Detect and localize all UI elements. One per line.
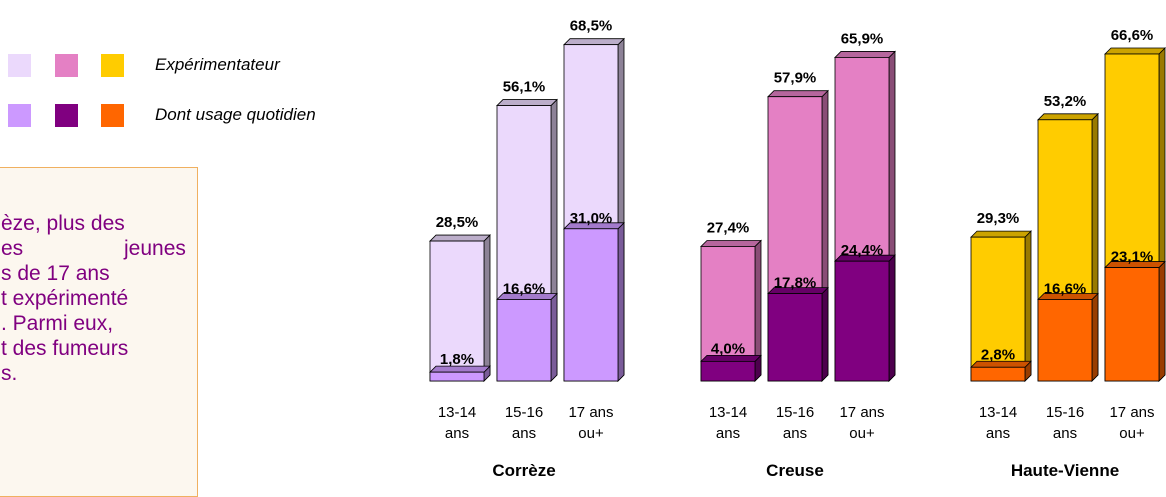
bar-daily-haute-vienne-3: [1104, 267, 1160, 382]
commentary-line-3: s de 17 ans: [1, 262, 110, 285]
label-exp-corr-ze-3: 68,5%: [570, 18, 613, 35]
bar-exp-haute-vienne-2-top: [1037, 113, 1099, 121]
bar-daily-creuse-3: [834, 260, 890, 382]
category-corr-ze-3-line1: 17 ans: [568, 404, 613, 421]
category-creuse-3-line1: 17 ans: [839, 404, 884, 421]
bar-exp-haute-vienne-1-top: [970, 230, 1032, 238]
category-haute-vienne-2-line1: 15-16: [1046, 404, 1084, 421]
category-creuse-1-line1: 13-14: [709, 404, 747, 421]
group-title-corr-ze: Corrèze: [492, 461, 555, 480]
label-daily-corr-ze-1: 1,8%: [440, 351, 474, 368]
bar-exp-corr-ze-1: [429, 240, 485, 382]
bar-daily-corr-ze-2-side: [550, 292, 558, 382]
bar-exp-creuse-3-top: [834, 51, 896, 58]
bar-daily-corr-ze-3-side: [617, 221, 625, 382]
label-daily-creuse-2: 17,8%: [774, 275, 817, 292]
legend-swatch-daily-correze: [8, 104, 31, 127]
category-corr-ze-3-line2: ou+: [578, 425, 604, 442]
commentary-line-2b: jeunes: [124, 237, 186, 260]
label-exp-creuse-2: 57,9%: [774, 70, 817, 87]
commentary-box: èze, plus des es jeunes s de 17 ans t ex…: [0, 167, 198, 497]
label-exp-creuse-3: 65,9%: [841, 30, 884, 47]
bar-daily-creuse-3-side: [888, 254, 896, 382]
legend-label-usage-quotidien: Dont usage quotidien: [155, 105, 316, 124]
category-corr-ze-2-line2: ans: [512, 425, 536, 442]
category-corr-ze-1-line1: 13-14: [438, 404, 476, 421]
label-daily-creuse-1: 4,0%: [711, 340, 745, 357]
category-corr-ze-2-line1: 15-16: [505, 404, 543, 421]
label-exp-haute-vienne-3: 66,6%: [1111, 27, 1154, 44]
category-haute-vienne-1-line2: ans: [986, 425, 1010, 442]
category-haute-vienne-1-line1: 13-14: [979, 404, 1017, 421]
category-creuse-3-line2: ou+: [849, 425, 875, 442]
bar-daily-corr-ze-1: [429, 371, 485, 382]
bar-daily-haute-vienne-2: [1037, 299, 1093, 382]
commentary-line-1: èze, plus des: [1, 212, 125, 235]
bar-exp-corr-ze-1-side: [483, 234, 491, 382]
label-daily-haute-vienne-1: 2,8%: [981, 346, 1015, 363]
bar-daily-corr-ze-2: [496, 299, 552, 382]
bar-daily-creuse-1: [700, 360, 756, 382]
commentary-line-2a: es: [1, 237, 24, 260]
bar-exp-corr-ze-2-top: [496, 99, 558, 106]
bar-exp-creuse-2-top: [767, 90, 829, 98]
label-exp-haute-vienne-2: 53,2%: [1044, 93, 1087, 110]
label-daily-haute-vienne-3: 23,1%: [1111, 249, 1154, 266]
bar-exp-haute-vienne-3-top: [1104, 47, 1166, 55]
legend-swatch-exp-creuse: [55, 54, 78, 77]
bar-daily-creuse-2-side: [821, 286, 829, 382]
group-title-creuse: Creuse: [766, 461, 824, 480]
category-corr-ze-1-line2: ans: [445, 425, 469, 442]
category-haute-vienne-3-line1: 17 ans: [1109, 404, 1154, 421]
category-haute-vienne-2-line2: ans: [1053, 425, 1077, 442]
commentary-line-6: t des fumeurs: [1, 337, 129, 360]
label-exp-haute-vienne-1: 29,3%: [977, 210, 1020, 227]
bar-chart: 28,5% 1,8% 13-14 ans 56,1% 16,6% 15-16 ans 68,5%…: [429, 18, 1166, 480]
bar-daily-haute-vienne-2-side: [1091, 292, 1099, 382]
category-creuse-2-line1: 15-16: [776, 404, 814, 421]
bar-daily-haute-vienne-1: [970, 366, 1026, 382]
legend-swatch-daily-creuse: [55, 104, 78, 127]
bar-daily-creuse-2: [767, 293, 823, 382]
category-haute-vienne-3-line2: ou+: [1119, 425, 1145, 442]
bar-daily-haute-vienne-3-side: [1158, 260, 1166, 382]
label-exp-corr-ze-2: 56,1%: [503, 79, 546, 96]
commentary-line-4: t expérimenté: [1, 287, 129, 310]
label-daily-corr-ze-2: 16,6%: [503, 280, 546, 297]
category-creuse-1-line2: ans: [716, 425, 740, 442]
group-title-haute-vienne: Haute-Vienne: [1011, 461, 1119, 480]
label-daily-corr-ze-3: 31,0%: [570, 210, 613, 227]
legend-label-experimentateur: Expérimentateur: [155, 55, 280, 74]
bar-daily-corr-ze-3: [563, 228, 619, 382]
label-daily-creuse-3: 24,4%: [841, 242, 884, 259]
legend-swatch-exp-correze: [8, 54, 31, 77]
bar-exp-creuse-1-top: [700, 240, 762, 247]
category-creuse-2-line2: ans: [783, 425, 807, 442]
label-daily-haute-vienne-2: 16,6%: [1044, 280, 1087, 297]
bar-exp-corr-ze-3-top: [563, 38, 625, 46]
label-exp-corr-ze-1: 28,5%: [436, 214, 479, 231]
bar-exp-corr-ze-1-top: [429, 234, 491, 242]
bar-exp-haute-vienne-1-side: [1024, 230, 1032, 382]
commentary-line-5: . Parmi eux,: [1, 312, 114, 335]
legend-swatch-daily-hautevienne: [101, 104, 124, 127]
commentary-line-7: s.: [1, 362, 18, 385]
label-exp-creuse-1: 27,4%: [707, 219, 750, 236]
legend-swatch-exp-hautevienne: [101, 54, 124, 77]
